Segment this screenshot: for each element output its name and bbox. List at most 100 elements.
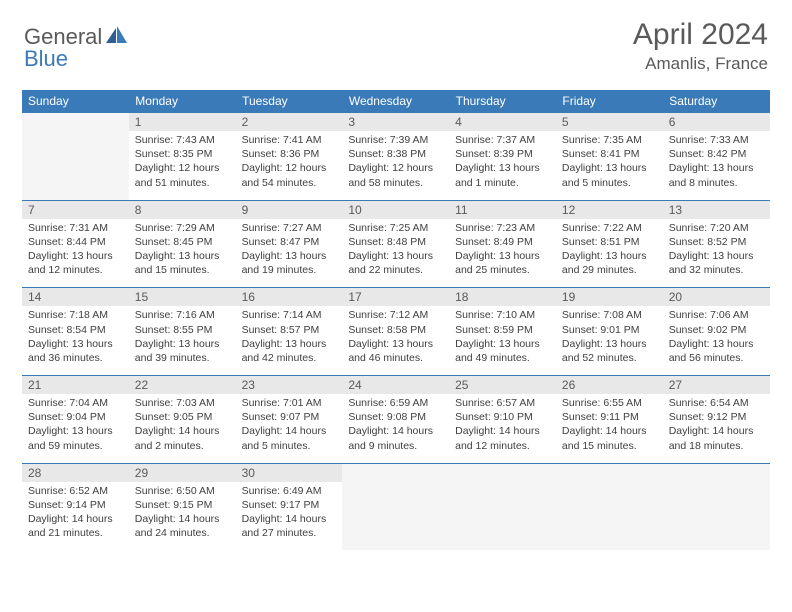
sunrise-text: Sunrise: 7:27 AM [242, 221, 337, 235]
sunset-text: Sunset: 8:51 PM [562, 235, 657, 249]
daylight-text: Daylight: 13 hours and 1 minute. [455, 161, 550, 189]
day-number-cell: 16 [236, 288, 343, 307]
day-number: 2 [236, 113, 343, 131]
title-block: April 2024 Amanlis, France [633, 18, 768, 74]
sunset-text: Sunset: 8:42 PM [669, 147, 764, 161]
day-content-cell: Sunrise: 7:20 AMSunset: 8:52 PMDaylight:… [663, 219, 770, 288]
daylight-text: Daylight: 13 hours and 46 minutes. [348, 337, 443, 365]
daylight-text: Daylight: 13 hours and 56 minutes. [669, 337, 764, 365]
sunrise-text: Sunrise: 7:06 AM [669, 308, 764, 322]
daylight-text: Daylight: 13 hours and 39 minutes. [135, 337, 230, 365]
sunset-text: Sunset: 9:14 PM [28, 498, 123, 512]
day-content-cell [22, 131, 129, 200]
sunrise-text: Sunrise: 7:29 AM [135, 221, 230, 235]
day-number: 30 [236, 464, 343, 482]
day-number-cell: 3 [342, 113, 449, 132]
daylight-text: Daylight: 13 hours and 25 minutes. [455, 249, 550, 277]
weekday-header-row: Sunday Monday Tuesday Wednesday Thursday… [22, 90, 770, 113]
sunrise-text: Sunrise: 6:52 AM [28, 484, 123, 498]
sunset-text: Sunset: 8:54 PM [28, 323, 123, 337]
daylight-text: Daylight: 13 hours and 5 minutes. [562, 161, 657, 189]
daylight-text: Daylight: 13 hours and 32 minutes. [669, 249, 764, 277]
sunrise-text: Sunrise: 7:08 AM [562, 308, 657, 322]
day-number-cell: 7 [22, 200, 129, 219]
day-number-row: 21222324252627 [22, 376, 770, 395]
day-number [556, 464, 663, 468]
day-number [449, 464, 556, 468]
day-number: 25 [449, 376, 556, 394]
sunset-text: Sunset: 8:45 PM [135, 235, 230, 249]
sunset-text: Sunset: 8:44 PM [28, 235, 123, 249]
sunrise-text: Sunrise: 7:33 AM [669, 133, 764, 147]
sunset-text: Sunset: 8:41 PM [562, 147, 657, 161]
weekday-header: Wednesday [342, 90, 449, 113]
day-content-row: Sunrise: 7:31 AMSunset: 8:44 PM Daylight:… [22, 219, 770, 288]
daylight-text: Daylight: 12 hours and 54 minutes. [242, 161, 337, 189]
day-number: 7 [22, 201, 129, 219]
sunset-text: Sunset: 9:02 PM [669, 323, 764, 337]
day-number: 19 [556, 288, 663, 306]
day-content-cell: Sunrise: 7:43 AMSunset: 8:35 PMDaylight:… [129, 131, 236, 200]
sunrise-text: Sunrise: 7:31 AM [28, 221, 123, 235]
day-number [663, 464, 770, 468]
header: General April 2024 Amanlis, France [0, 0, 792, 82]
day-content-cell: Sunrise: 7:14 AMSunset: 8:57 PMDaylight:… [236, 306, 343, 375]
weekday-header: Sunday [22, 90, 129, 113]
sunset-text: Sunset: 8:35 PM [135, 147, 230, 161]
daylight-text: Daylight: 13 hours and 49 minutes. [455, 337, 550, 365]
day-content-cell: Sunrise: 7:29 AMSunset: 8:45 PMDaylight:… [129, 219, 236, 288]
day-number: 11 [449, 201, 556, 219]
day-number-cell: 25 [449, 376, 556, 395]
sunrise-text: Sunrise: 6:50 AM [135, 484, 230, 498]
daylight-text: Daylight: 12 hours and 58 minutes. [348, 161, 443, 189]
sunrise-text: Sunrise: 7:35 AM [562, 133, 657, 147]
day-number-cell: 24 [342, 376, 449, 395]
weekday-header: Saturday [663, 90, 770, 113]
day-content-cell: Sunrise: 7:31 AMSunset: 8:44 PMDaylight:… [22, 219, 129, 288]
day-number-cell: 6 [663, 113, 770, 132]
day-number-cell: 29 [129, 463, 236, 482]
daylight-text: Daylight: 13 hours and 36 minutes. [28, 337, 123, 365]
sunrise-text: Sunrise: 7:20 AM [669, 221, 764, 235]
daylight-text: Daylight: 13 hours and 29 minutes. [562, 249, 657, 277]
day-content-row: Sunrise: 6:52 AMSunset: 9:14 PM Daylight:… [22, 482, 770, 551]
sunset-text: Sunset: 8:58 PM [348, 323, 443, 337]
day-number-cell: 5 [556, 113, 663, 132]
sunrise-text: Sunrise: 7:25 AM [348, 221, 443, 235]
daylight-text: Daylight: 14 hours and 27 minutes. [242, 512, 337, 540]
sunset-text: Sunset: 8:48 PM [348, 235, 443, 249]
sunrise-text: Sunrise: 7:01 AM [242, 396, 337, 410]
day-content-cell: Sunrise: 7:12 AMSunset: 8:58 PMDaylight:… [342, 306, 449, 375]
daylight-text: Daylight: 13 hours and 15 minutes. [135, 249, 230, 277]
day-content-cell: Sunrise: 7:18 AMSunset: 8:54 PMDaylight:… [22, 306, 129, 375]
day-number-row: 14151617181920 [22, 288, 770, 307]
day-number: 14 [22, 288, 129, 306]
day-content-cell: Sunrise: 6:55 AMSunset: 9:11 PMDaylight:… [556, 394, 663, 463]
sunset-text: Sunset: 8:59 PM [455, 323, 550, 337]
daylight-text: Daylight: 13 hours and 59 minutes. [28, 424, 123, 452]
day-number [342, 464, 449, 468]
daylight-text: Daylight: 12 hours and 51 minutes. [135, 161, 230, 189]
day-number-cell: 11 [449, 200, 556, 219]
day-content-cell: Sunrise: 7:22 AMSunset: 8:51 PMDaylight:… [556, 219, 663, 288]
day-content-cell: Sunrise: 7:03 AMSunset: 9:05 PMDaylight:… [129, 394, 236, 463]
day-number: 21 [22, 376, 129, 394]
day-number: 20 [663, 288, 770, 306]
day-content-cell: Sunrise: 7:37 AMSunset: 8:39 PMDaylight:… [449, 131, 556, 200]
day-number: 10 [342, 201, 449, 219]
day-content-cell [663, 482, 770, 551]
day-number: 17 [342, 288, 449, 306]
sunrise-text: Sunrise: 7:04 AM [28, 396, 123, 410]
daylight-text: Daylight: 14 hours and 9 minutes. [348, 424, 443, 452]
daylight-text: Daylight: 14 hours and 18 minutes. [669, 424, 764, 452]
logo-sail-icon [106, 26, 128, 49]
sunset-text: Sunset: 8:47 PM [242, 235, 337, 249]
day-number-cell [342, 463, 449, 482]
day-number-cell: 4 [449, 113, 556, 132]
sunrise-text: Sunrise: 7:23 AM [455, 221, 550, 235]
day-number: 28 [22, 464, 129, 482]
day-number-cell: 18 [449, 288, 556, 307]
day-number: 9 [236, 201, 343, 219]
sunrise-text: Sunrise: 7:39 AM [348, 133, 443, 147]
day-number-cell: 1 [129, 113, 236, 132]
